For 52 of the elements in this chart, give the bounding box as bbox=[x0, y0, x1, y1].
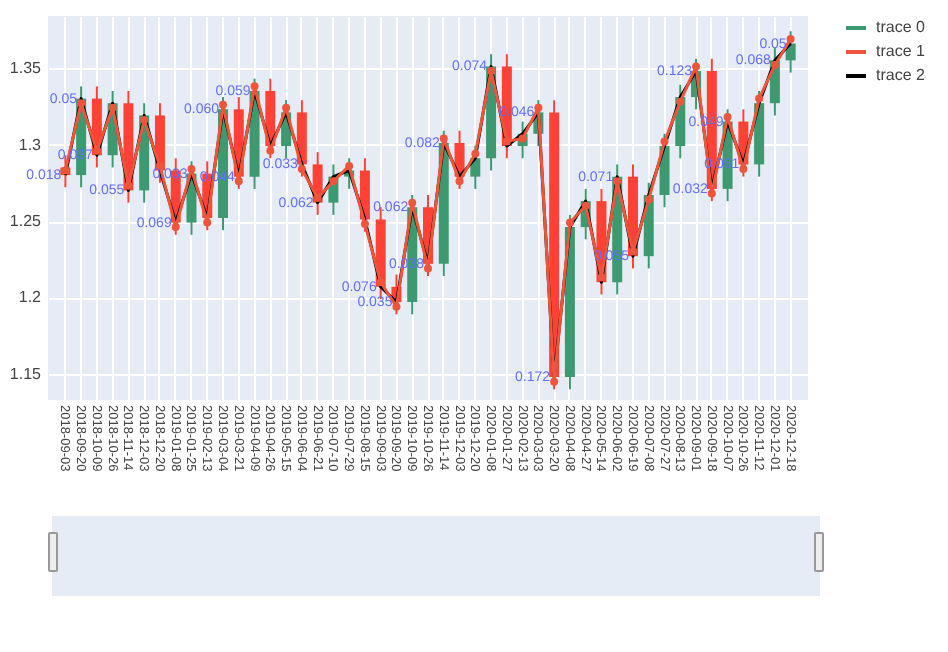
point bbox=[739, 165, 748, 173]
y-tick-label: 1.25 bbox=[9, 212, 43, 230]
point bbox=[282, 103, 291, 112]
point bbox=[502, 137, 511, 146]
point bbox=[723, 112, 732, 121]
point bbox=[345, 161, 354, 170]
point bbox=[140, 116, 149, 125]
point bbox=[77, 99, 86, 108]
legend-label: trace 0 bbox=[876, 18, 927, 36]
point bbox=[755, 94, 764, 103]
point bbox=[534, 103, 543, 112]
point bbox=[171, 223, 180, 232]
point bbox=[487, 67, 496, 76]
legend-label: trace 1 bbox=[876, 42, 927, 60]
legend-label: trace 2 bbox=[876, 66, 927, 84]
point bbox=[676, 97, 685, 106]
point bbox=[408, 198, 417, 207]
point bbox=[565, 218, 574, 227]
point bbox=[219, 100, 228, 109]
point bbox=[550, 377, 559, 386]
point bbox=[266, 146, 275, 155]
point bbox=[250, 82, 259, 91]
point bbox=[439, 134, 448, 143]
point bbox=[424, 264, 432, 273]
point bbox=[313, 194, 322, 203]
point bbox=[108, 103, 117, 112]
point bbox=[613, 177, 622, 186]
point bbox=[124, 181, 133, 190]
point bbox=[360, 220, 369, 229]
point bbox=[660, 137, 669, 146]
y-tick-label: 1.35 bbox=[9, 59, 43, 78]
point bbox=[597, 273, 606, 282]
point bbox=[471, 149, 480, 158]
point bbox=[92, 146, 101, 155]
point bbox=[376, 278, 385, 287]
point bbox=[187, 165, 196, 173]
point bbox=[455, 177, 464, 186]
point bbox=[644, 195, 653, 204]
y-tick-label: 1.2 bbox=[18, 288, 43, 307]
point bbox=[770, 60, 779, 69]
point bbox=[786, 34, 795, 43]
y-tick-label: 1.3 bbox=[18, 135, 43, 154]
point bbox=[329, 177, 338, 186]
point bbox=[581, 201, 590, 210]
y-tick-label: 1.15 bbox=[9, 364, 43, 383]
point bbox=[707, 189, 716, 198]
point bbox=[692, 62, 701, 71]
point bbox=[203, 218, 212, 227]
point bbox=[392, 302, 401, 311]
point bbox=[234, 177, 243, 186]
point bbox=[628, 247, 637, 256]
point bbox=[297, 165, 306, 173]
